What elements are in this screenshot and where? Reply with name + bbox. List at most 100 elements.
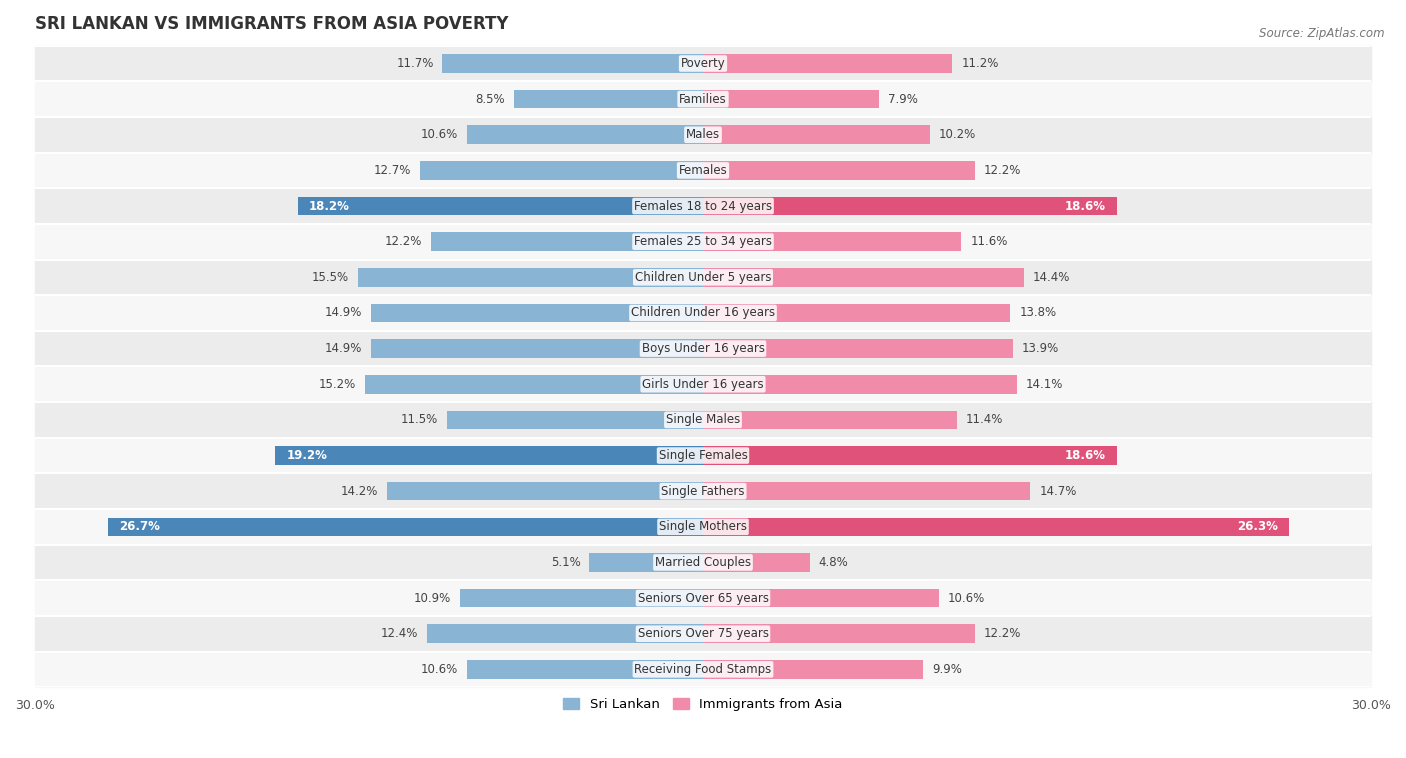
Text: 9.9%: 9.9% bbox=[932, 662, 962, 676]
Text: Poverty: Poverty bbox=[681, 57, 725, 70]
Bar bbox=[371, 340, 703, 358]
Bar bbox=[35, 437, 1371, 473]
Bar bbox=[35, 152, 1371, 188]
Text: 19.2%: 19.2% bbox=[287, 449, 328, 462]
Bar bbox=[387, 482, 703, 500]
Bar bbox=[35, 581, 1371, 616]
Bar bbox=[35, 652, 1371, 688]
Bar bbox=[35, 616, 1371, 652]
Text: 11.7%: 11.7% bbox=[396, 57, 433, 70]
Text: 5.1%: 5.1% bbox=[551, 556, 581, 569]
Text: 26.3%: 26.3% bbox=[1237, 520, 1278, 534]
Bar bbox=[35, 117, 1371, 152]
Bar bbox=[35, 295, 1371, 330]
Bar bbox=[35, 402, 1371, 437]
Bar bbox=[703, 161, 974, 180]
Text: 10.6%: 10.6% bbox=[420, 662, 458, 676]
Text: Single Males: Single Males bbox=[666, 413, 740, 427]
Bar bbox=[467, 126, 703, 144]
Bar bbox=[703, 55, 952, 73]
Text: 12.4%: 12.4% bbox=[381, 627, 418, 641]
Bar bbox=[703, 340, 1012, 358]
Bar bbox=[447, 411, 703, 429]
Text: 13.8%: 13.8% bbox=[1019, 306, 1056, 319]
Bar bbox=[703, 126, 931, 144]
Text: 12.2%: 12.2% bbox=[385, 235, 422, 248]
Bar bbox=[35, 509, 1371, 544]
Bar bbox=[443, 55, 703, 73]
Bar bbox=[108, 518, 703, 536]
Bar bbox=[467, 660, 703, 678]
Text: Females 18 to 24 years: Females 18 to 24 years bbox=[634, 199, 772, 212]
Bar bbox=[35, 473, 1371, 509]
Text: 10.2%: 10.2% bbox=[939, 128, 976, 141]
Text: Single Fathers: Single Fathers bbox=[661, 484, 745, 498]
Bar bbox=[703, 553, 810, 572]
Text: 10.9%: 10.9% bbox=[415, 591, 451, 605]
Bar bbox=[703, 518, 1289, 536]
Text: 11.5%: 11.5% bbox=[401, 413, 439, 427]
Bar bbox=[703, 90, 879, 108]
Text: 18.2%: 18.2% bbox=[309, 199, 350, 212]
Bar bbox=[703, 375, 1017, 393]
Text: 10.6%: 10.6% bbox=[420, 128, 458, 141]
Text: 14.2%: 14.2% bbox=[340, 484, 378, 498]
Bar bbox=[703, 268, 1024, 287]
Bar bbox=[420, 161, 703, 180]
Text: Single Females: Single Females bbox=[658, 449, 748, 462]
Bar bbox=[703, 589, 939, 607]
Bar bbox=[703, 411, 957, 429]
Text: Females: Females bbox=[679, 164, 727, 177]
Bar bbox=[703, 482, 1031, 500]
Text: Single Mothers: Single Mothers bbox=[659, 520, 747, 534]
Text: 14.9%: 14.9% bbox=[325, 306, 363, 319]
Text: Boys Under 16 years: Boys Under 16 years bbox=[641, 342, 765, 355]
Text: Receiving Food Stamps: Receiving Food Stamps bbox=[634, 662, 772, 676]
Text: Married Couples: Married Couples bbox=[655, 556, 751, 569]
Text: Seniors Over 65 years: Seniors Over 65 years bbox=[637, 591, 769, 605]
Text: Seniors Over 75 years: Seniors Over 75 years bbox=[637, 627, 769, 641]
Text: SRI LANKAN VS IMMIGRANTS FROM ASIA POVERTY: SRI LANKAN VS IMMIGRANTS FROM ASIA POVER… bbox=[35, 15, 509, 33]
Text: 13.9%: 13.9% bbox=[1021, 342, 1059, 355]
Text: 10.6%: 10.6% bbox=[948, 591, 986, 605]
Text: 7.9%: 7.9% bbox=[887, 92, 918, 105]
Bar bbox=[432, 233, 703, 251]
Text: 14.1%: 14.1% bbox=[1026, 377, 1063, 390]
Text: 11.6%: 11.6% bbox=[970, 235, 1008, 248]
Text: Families: Families bbox=[679, 92, 727, 105]
Text: 12.7%: 12.7% bbox=[374, 164, 412, 177]
Text: Females 25 to 34 years: Females 25 to 34 years bbox=[634, 235, 772, 248]
Bar bbox=[35, 366, 1371, 402]
Bar bbox=[703, 625, 974, 643]
Text: 18.6%: 18.6% bbox=[1066, 449, 1107, 462]
Text: 14.4%: 14.4% bbox=[1032, 271, 1070, 283]
Legend: Sri Lankan, Immigrants from Asia: Sri Lankan, Immigrants from Asia bbox=[558, 692, 848, 716]
Bar bbox=[371, 304, 703, 322]
Text: 18.6%: 18.6% bbox=[1066, 199, 1107, 212]
Text: 26.7%: 26.7% bbox=[120, 520, 160, 534]
Bar bbox=[589, 553, 703, 572]
Text: Males: Males bbox=[686, 128, 720, 141]
Text: 4.8%: 4.8% bbox=[818, 556, 849, 569]
Text: 15.2%: 15.2% bbox=[318, 377, 356, 390]
Text: 12.2%: 12.2% bbox=[984, 164, 1021, 177]
Bar bbox=[703, 304, 1011, 322]
Bar bbox=[35, 45, 1371, 81]
Text: 12.2%: 12.2% bbox=[984, 627, 1021, 641]
Bar bbox=[35, 259, 1371, 295]
Bar bbox=[35, 224, 1371, 259]
Bar bbox=[35, 188, 1371, 224]
Text: 11.2%: 11.2% bbox=[962, 57, 998, 70]
Bar bbox=[298, 197, 703, 215]
Bar bbox=[276, 446, 703, 465]
Bar bbox=[703, 446, 1118, 465]
Text: Children Under 5 years: Children Under 5 years bbox=[634, 271, 772, 283]
Bar bbox=[703, 197, 1118, 215]
Text: 14.7%: 14.7% bbox=[1039, 484, 1077, 498]
Bar bbox=[359, 268, 703, 287]
Bar bbox=[427, 625, 703, 643]
Bar bbox=[35, 81, 1371, 117]
Text: Children Under 16 years: Children Under 16 years bbox=[631, 306, 775, 319]
Bar bbox=[513, 90, 703, 108]
Bar bbox=[703, 233, 962, 251]
